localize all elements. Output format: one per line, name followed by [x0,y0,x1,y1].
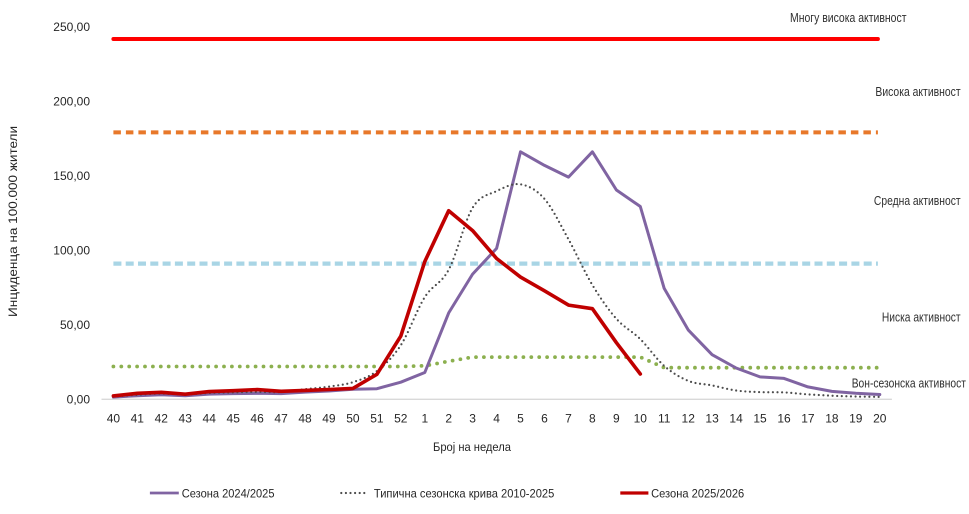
svg-text:200,00: 200,00 [53,95,90,109]
svg-text:46: 46 [250,412,264,426]
svg-text:8: 8 [589,412,596,426]
svg-text:1: 1 [421,412,428,426]
svg-text:42: 42 [155,412,169,426]
svg-text:6: 6 [541,412,548,426]
svg-text:250,00: 250,00 [53,20,90,34]
svg-text:51: 51 [370,412,384,426]
svg-text:Ниска активност: Ниска активност [882,310,961,324]
svg-text:50,00: 50,00 [60,318,90,332]
svg-text:5: 5 [517,412,524,426]
svg-text:52: 52 [394,412,408,426]
svg-text:0,00: 0,00 [67,393,91,407]
svg-text:19: 19 [849,412,863,426]
svg-text:150,00: 150,00 [53,169,90,183]
svg-text:41: 41 [131,412,145,426]
svg-text:12: 12 [682,412,696,426]
svg-text:11: 11 [658,412,671,426]
svg-text:20: 20 [873,412,887,426]
svg-text:3: 3 [469,412,476,426]
svg-text:Број на недела: Број на недела [433,440,511,454]
svg-text:Сезона 2025/2026: Сезона 2025/2026 [651,486,744,500]
svg-text:14: 14 [729,412,743,426]
svg-text:40: 40 [107,412,121,426]
svg-text:16: 16 [777,412,791,426]
svg-text:45: 45 [227,412,241,426]
svg-text:17: 17 [801,412,815,426]
svg-text:47: 47 [274,412,288,426]
svg-text:4: 4 [493,412,500,426]
svg-text:9: 9 [613,412,620,426]
svg-text:13: 13 [705,412,719,426]
svg-text:Инциденца на 100.000 жители: Инциденца на 100.000 жители [6,126,20,317]
svg-text:7: 7 [565,412,572,426]
svg-text:Многу висока активност: Многу висока активност [790,11,907,25]
svg-text:10: 10 [634,412,648,426]
svg-text:15: 15 [753,412,767,426]
svg-text:48: 48 [298,412,312,426]
svg-text:100,00: 100,00 [53,244,90,258]
svg-text:49: 49 [322,412,336,426]
svg-text:18: 18 [825,412,839,426]
svg-text:Вон-сезонска активност: Вон-сезонска активност [852,377,967,391]
svg-text:43: 43 [179,412,193,426]
svg-text:Висока активност: Висока активност [875,85,960,99]
svg-text:Сезона 2024/2025: Сезона 2024/2025 [182,486,275,500]
svg-text:Средна активност: Средна активност [874,194,961,208]
svg-text:Типична сезонска крива 2010-20: Типична сезонска крива 2010-2025 [374,486,555,500]
svg-text:44: 44 [203,412,217,426]
svg-text:50: 50 [346,412,360,426]
svg-text:2: 2 [445,412,452,426]
